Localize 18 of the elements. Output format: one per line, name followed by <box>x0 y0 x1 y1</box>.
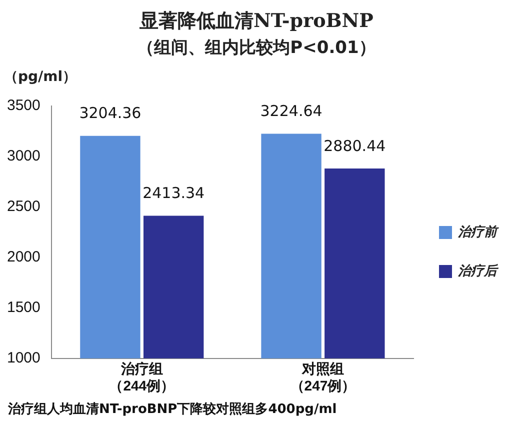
x-tick-label: 对照组（247例） <box>290 360 356 394</box>
data-label: 3204.36 <box>79 104 142 122</box>
legend-label: 治疗前 <box>457 224 499 240</box>
text: 治疗组人均血清NT-proBNP下降较对照组多400pg/ml <box>8 400 337 418</box>
y-tick-label: 3500 <box>6 97 40 114</box>
x-tick-label: 治疗组（244例） <box>109 360 175 394</box>
y-tick-label: 2000 <box>6 248 40 266</box>
chart-subtitle: （组间、组内比较均P<0.01） <box>136 37 377 59</box>
y-tick-label: 3000 <box>6 148 40 165</box>
y-tick-label: 1000 <box>6 350 40 367</box>
data-label: 2413.34 <box>142 184 205 202</box>
y-axis-title: （pg/ml） <box>4 68 77 86</box>
y-tick-label: 2500 <box>6 198 40 216</box>
chart-title: 显著降低血清NT-proBNP <box>138 9 374 34</box>
legend-label: 治疗后 <box>457 263 499 278</box>
data-label: 2880.44 <box>324 136 386 155</box>
data-label: 3224.64 <box>260 102 322 120</box>
y-tick-label: 1500 <box>6 299 40 316</box>
